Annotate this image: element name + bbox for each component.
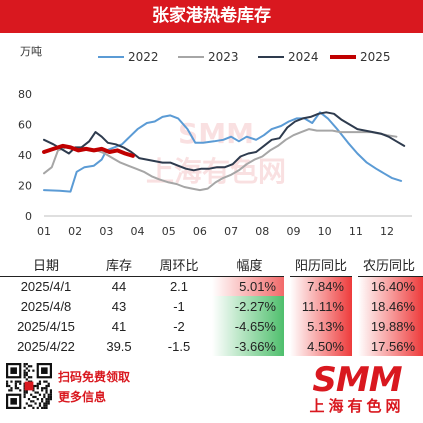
table-row: 2025/4/8 43 -1 -2.27% 11.11% 18.46%: [0, 296, 423, 316]
cell-date: 2025/4/1: [20, 278, 72, 294]
cell-pct: -3.66%: [212, 336, 290, 356]
series-line-2023: [43, 128, 398, 192]
x-tick-label: 11: [349, 225, 363, 238]
x-tick-label: 09: [286, 225, 300, 238]
header-date: 日期: [0, 254, 92, 277]
smm-logo-text: 上海有色网: [309, 397, 405, 415]
cell-lunar-yoy: 18.46%: [352, 296, 423, 316]
y-tick-label: 40: [18, 149, 32, 162]
legend-label-2024: 2024: [288, 50, 319, 64]
series-line-2025: [42, 143, 135, 158]
cell-stock: 43: [111, 298, 127, 314]
legend-label-2023: 2023: [208, 50, 239, 64]
y-tick-label: 0: [25, 210, 32, 223]
promo-line-2: 更多信息: [58, 390, 107, 404]
cell-wow: 2.1: [169, 278, 189, 294]
table-row: 2025/4/22 39.5 -1.5 -3.66% 4.50% 17.56%: [0, 336, 423, 356]
x-tick-label: 07: [224, 225, 238, 238]
cell-solar-yoy: 5.13%: [284, 316, 355, 336]
x-tick-label: 08: [255, 225, 269, 238]
y-tick-label: 20: [18, 180, 32, 193]
table-row: 2025/4/1 44 2.1 5.01% 7.84% 16.40%: [0, 276, 423, 296]
legend-label-2025: 2025: [360, 50, 391, 64]
x-tick-label: 10: [318, 225, 332, 238]
cell-date: 2025/4/15: [17, 318, 75, 334]
cell-wow: -1: [173, 298, 185, 314]
inventory-line-chart: SMM 上海有色网 万吨 0 20 40 60 80 01 02 03 04 05 06 07 08 09 10 1…: [0, 33, 423, 255]
smm-logo-mark: SMM: [312, 360, 402, 400]
cell-solar-yoy: 11.11%: [284, 296, 355, 316]
header-wow: 周环比: [146, 254, 212, 277]
inventory-table: 日期 库存 周环比 幅度 阳历同比 农历同比 2025/4/1 44 2.1 5.01…: [0, 254, 423, 356]
qr-code-icon[interactable]: [6, 363, 52, 409]
header-stock: 库存: [92, 254, 146, 277]
x-tick-label: 02: [68, 225, 82, 238]
table-row: 2025/4/15 41 -2 -4.65% 5.13% 19.88%: [0, 316, 423, 336]
header-pct: 幅度: [212, 254, 287, 277]
cell-solar-yoy: 7.84%: [284, 276, 355, 296]
smm-logo: SMM 上海有色网: [296, 363, 418, 419]
legend-label-2022: 2022: [128, 50, 159, 64]
x-tick-label: 05: [162, 225, 176, 238]
cell-lunar-yoy: 16.40%: [352, 276, 423, 296]
x-tick-label: 04: [131, 225, 145, 238]
cell-date: 2025/4/22: [17, 338, 75, 354]
promo-line-1: 扫码免费领取: [58, 370, 131, 384]
cell-pct: -2.27%: [212, 296, 290, 316]
chart-title: 张家港热卷库存: [0, 0, 423, 33]
x-tick-label: 12: [380, 225, 394, 238]
x-tick-label: 03: [99, 225, 113, 238]
y-tick-label: 80: [18, 88, 32, 101]
cell-pct: -4.65%: [212, 316, 290, 336]
header-solar-yoy: 阳历同比: [287, 254, 355, 277]
cell-pct: 5.01%: [212, 276, 290, 296]
promo-text[interactable]: 扫码免费领取 更多信息: [58, 367, 130, 407]
cell-wow: -2: [173, 318, 185, 334]
y-tick-label: 60: [18, 119, 32, 132]
cell-stock: 44: [111, 278, 127, 294]
y-axis-unit: 万吨: [20, 45, 42, 58]
cell-stock: 39.5: [106, 338, 132, 354]
header-lunar-yoy: 农历同比: [355, 254, 423, 277]
cell-wow: -1.5: [167, 338, 191, 354]
series-line-2024: [43, 111, 406, 172]
x-tick-label: 06: [193, 225, 207, 238]
cell-date: 2025/4/8: [20, 298, 72, 314]
cell-lunar-yoy: 19.88%: [352, 316, 423, 336]
table-header-row: 日期 库存 周环比 幅度 阳历同比 农历同比: [0, 254, 423, 277]
cell-solar-yoy: 4.50%: [284, 336, 355, 356]
x-tick-label: 01: [37, 225, 51, 238]
cell-stock: 41: [111, 318, 127, 334]
cell-lunar-yoy: 17.56%: [352, 336, 423, 356]
footer: 扫码免费领取 更多信息 SMM 上海有色网: [0, 357, 423, 423]
